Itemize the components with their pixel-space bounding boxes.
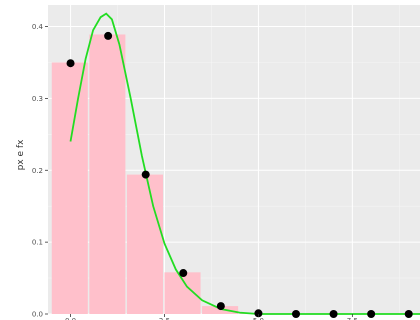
- x-tick-label: 2.5: [159, 317, 170, 320]
- bars: [51, 34, 276, 314]
- data-point: [254, 309, 263, 318]
- data-point: [404, 310, 413, 318]
- data-point: [292, 310, 300, 318]
- x-tick-label: 7.5: [347, 317, 358, 320]
- data-point: [179, 269, 188, 278]
- data-point: [367, 310, 376, 318]
- data-point: [329, 310, 338, 318]
- bar: [89, 34, 126, 314]
- y-tick-label: 0.3: [32, 95, 43, 103]
- y-tick-label: 0.0: [32, 311, 43, 319]
- x-tick-label: 5.0: [253, 317, 264, 320]
- bar: [126, 174, 163, 314]
- data-point: [66, 59, 75, 68]
- data-point: [216, 302, 225, 311]
- bar: [202, 306, 239, 314]
- data-point: [141, 170, 150, 179]
- y-tick-label: 0.1: [32, 239, 43, 247]
- x-axis-ticks: 0.0 2.5 5.0 7.5: [65, 314, 358, 320]
- points: [66, 31, 413, 318]
- y-axis-title: px e fx: [16, 139, 26, 170]
- x-tick-label: 0.0: [65, 317, 76, 320]
- y-axis-ticks: 0.0 0.1 0.2 0.3 0.4: [32, 23, 48, 319]
- bar: [51, 62, 88, 314]
- data-point: [104, 31, 113, 40]
- y-tick-label: 0.4: [32, 23, 44, 31]
- density-curve: [69, 12, 420, 315]
- y-tick-label: 0.2: [32, 167, 43, 175]
